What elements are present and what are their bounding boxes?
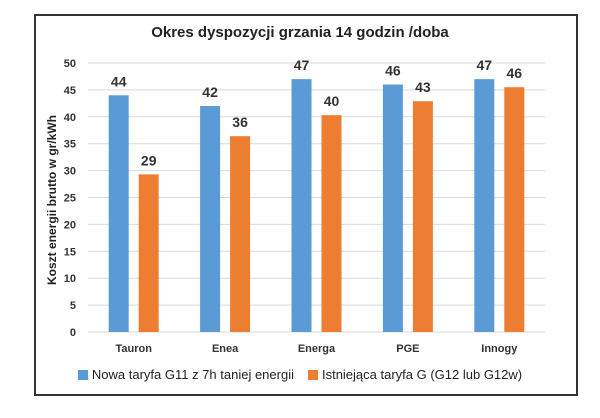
x-tick-label: PGE [396,343,419,355]
x-tick-label: Enea [212,343,239,355]
legend: Nowa taryfa G11 z 7h taniej energii Istn… [0,367,600,382]
x-tick-label: Tauron [115,343,152,355]
y-tick-label: 35 [64,139,76,151]
legend-swatch [307,369,318,380]
data-label: 47 [477,57,493,73]
chart-title: Okres dyspozycji grzania 14 godzin /doba [151,24,449,41]
bar [504,87,525,333]
y-tick-label: 20 [64,219,76,231]
bar [138,174,159,332]
y-tick-label: 15 [64,246,76,258]
data-label: 46 [385,63,401,79]
y-tick-label: 30 [64,166,76,178]
bar [321,115,342,332]
bar [382,84,403,333]
y-tick-label: 40 [64,112,76,124]
legend-item-series-1: Nowa taryfa G11 z 7h taniej energii [77,367,294,382]
y-tick-label: 10 [64,273,76,285]
data-label: 36 [232,114,248,130]
data-label: 29 [141,152,157,168]
bar [200,106,221,332]
data-label: 44 [111,73,127,89]
legend-label: Istniejąca taryfa G (G12 lub G12w) [321,367,523,382]
bar [474,79,495,332]
data-label: 46 [507,65,523,81]
x-tick-label: Energa [298,343,336,355]
y-tick-label: 45 [64,85,76,97]
legend-label: Nowa taryfa G11 z 7h taniej energii [91,367,294,382]
bar [230,136,251,332]
x-tick-label: Innogy [481,343,518,355]
y-tick-label: 50 [64,58,76,70]
data-label: 40 [324,93,340,109]
bar [412,101,433,332]
y-tick-label: 25 [64,193,76,205]
data-label: 47 [294,57,310,73]
y-tick-label: 0 [70,327,76,339]
legend-swatch [77,369,88,380]
bar [108,95,129,332]
y-tick-label: 5 [70,300,76,312]
data-label: 43 [415,79,431,95]
data-label: 42 [202,84,218,100]
bar [291,79,312,332]
legend-item-series-2: Istniejąca taryfa G (G12 lub G12w) [307,367,523,382]
